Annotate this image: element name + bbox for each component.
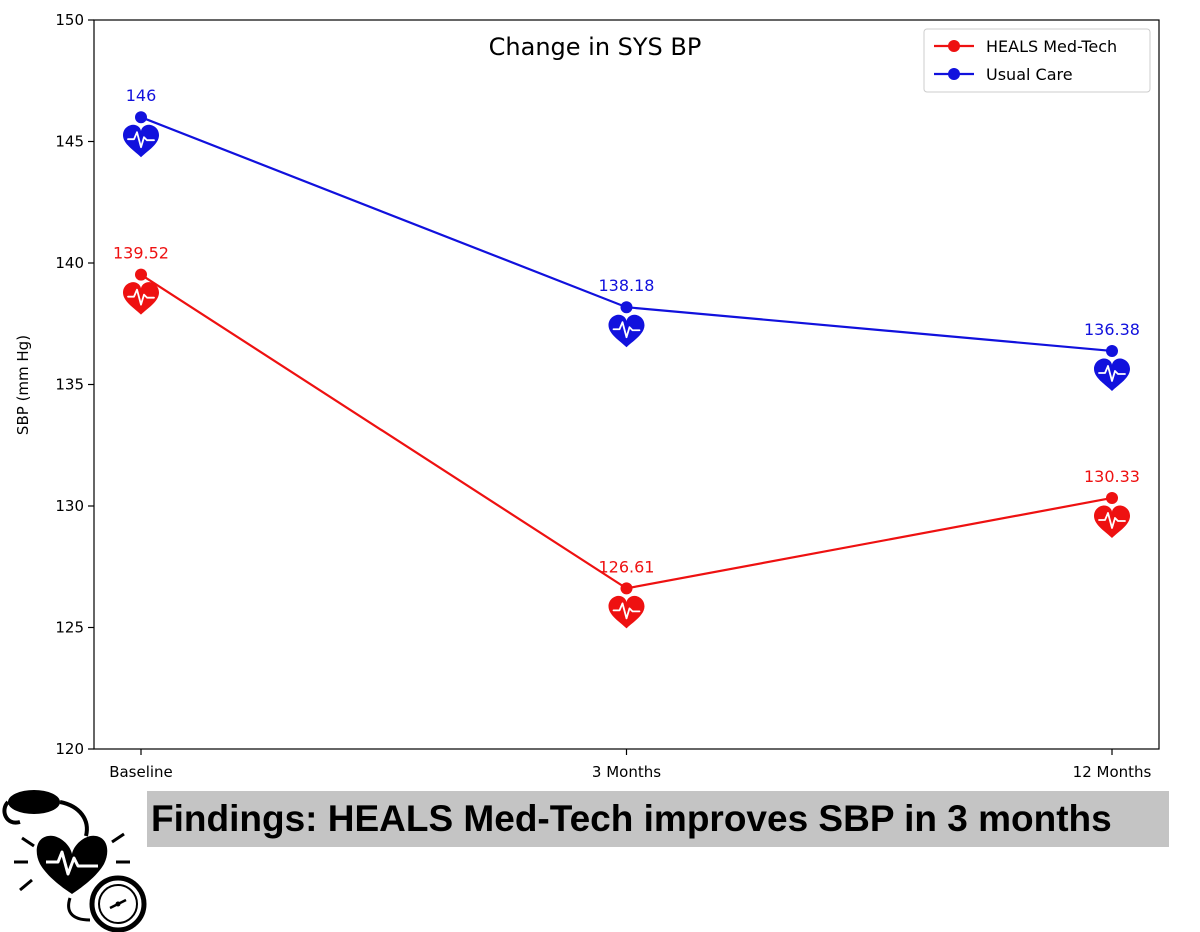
data-point [1106, 344, 1118, 357]
y-tick-label: 145 [55, 133, 84, 151]
data-point [135, 111, 147, 124]
heart-pulse-icon [1093, 357, 1131, 392]
y-tick-label: 120 [55, 740, 84, 758]
legend: HEALS Med-Tech Usual Care [923, 28, 1151, 93]
data-point [620, 582, 633, 595]
data-point [620, 301, 633, 314]
series-line [140, 116, 1113, 353]
heart-pulse-icon [607, 313, 646, 349]
legend-marker [948, 68, 960, 80]
legend-marker [948, 40, 960, 52]
x-tick-label: 12 Months [1073, 763, 1152, 781]
x-tick-label: 3 Months [592, 763, 661, 781]
data-label: 130.33 [1084, 467, 1140, 486]
data-label: 136.38 [1084, 320, 1140, 339]
heart-pulse-icon [607, 594, 646, 630]
data-label: 138.18 [599, 276, 655, 295]
y-axis-label: SBP (mm Hg) [14, 335, 32, 435]
legend-label: HEALS Med-Tech [986, 37, 1117, 56]
blood-pressure-monitor-icon [2, 790, 147, 932]
y-axis: 120 125 130 135 140 145 150 [55, 11, 94, 758]
data-label: 126.61 [599, 557, 655, 576]
data-label: 146 [126, 86, 157, 105]
series-layer: 139.52 126.61 130.33 146 138.18 136.38 [113, 86, 1140, 630]
data-label: 139.52 [113, 244, 169, 263]
chart-title: Change in SYS BP [489, 33, 702, 61]
x-tick-label: Baseline [109, 763, 173, 781]
findings-banner: Findings: HEALS Med-Tech improves SBP in… [147, 791, 1169, 847]
data-point [1106, 491, 1118, 504]
legend-box [923, 28, 1151, 93]
plot-area [93, 19, 1160, 750]
y-tick-label: 135 [55, 376, 84, 394]
y-tick-label: 125 [55, 619, 84, 637]
heart-pulse-icon [1093, 504, 1131, 539]
y-tick-label: 150 [55, 11, 84, 29]
heart-pulse-icon [122, 123, 160, 159]
y-tick-label: 140 [55, 254, 84, 272]
chart: 120 125 130 135 140 145 150 Baseline 3 Months 12… [14, 11, 1160, 781]
heart-pulse-icon [122, 281, 160, 316]
legend-label: Usual Care [986, 65, 1073, 84]
y-tick-label: 130 [55, 497, 84, 515]
data-point [135, 268, 147, 281]
x-axis: Baseline 3 Months 12 Months [109, 749, 1152, 781]
